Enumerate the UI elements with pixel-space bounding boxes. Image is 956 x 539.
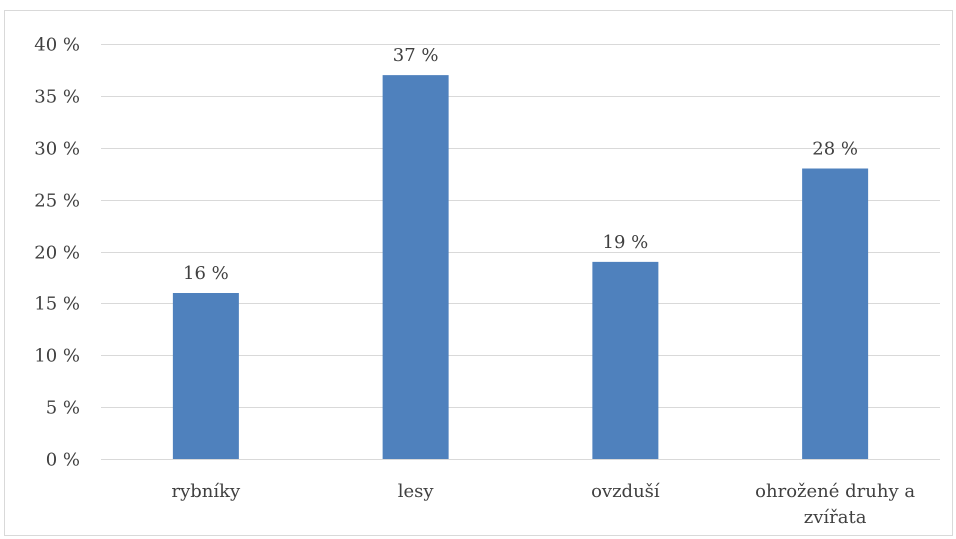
data-label: 19 % [603,232,649,253]
bar [802,168,869,459]
data-label: 16 % [183,263,229,284]
chart-frame [4,10,953,536]
data-label: 28 % [812,139,858,160]
y-tick-label: 5 % [46,398,80,419]
x-tick-label: rybníky [172,481,242,502]
y-tick-label: 0 % [46,450,80,471]
y-tick-label: 30 % [34,139,80,160]
gridlines [101,44,940,460]
data-labels: 16 % 37 % 19 % 28 % [183,45,858,284]
y-axis: 0 % 5 % 10 % 15 % 20 % 25 % 30 % 35 % 40 % [34,35,80,471]
y-tick-label: 40 % [34,35,80,56]
bars [172,75,869,459]
bar [172,293,239,459]
data-label: 37 % [393,45,439,66]
y-tick-label: 10 % [34,346,80,367]
y-tick-label: 25 % [34,191,80,212]
x-tick-label: ovzduší [591,481,660,502]
y-tick-label: 20 % [34,243,80,264]
y-tick-label: 15 % [34,294,80,315]
x-tick-label: lesy [398,481,435,502]
x-axis: rybníky lesy ovzduší ohrožené druhy a zvířat… [172,481,916,528]
x-tick-label: ohrožené druhy a zvířata [755,481,915,528]
bar [592,261,659,459]
y-tick-label: 35 % [34,87,80,108]
bar [382,75,449,459]
